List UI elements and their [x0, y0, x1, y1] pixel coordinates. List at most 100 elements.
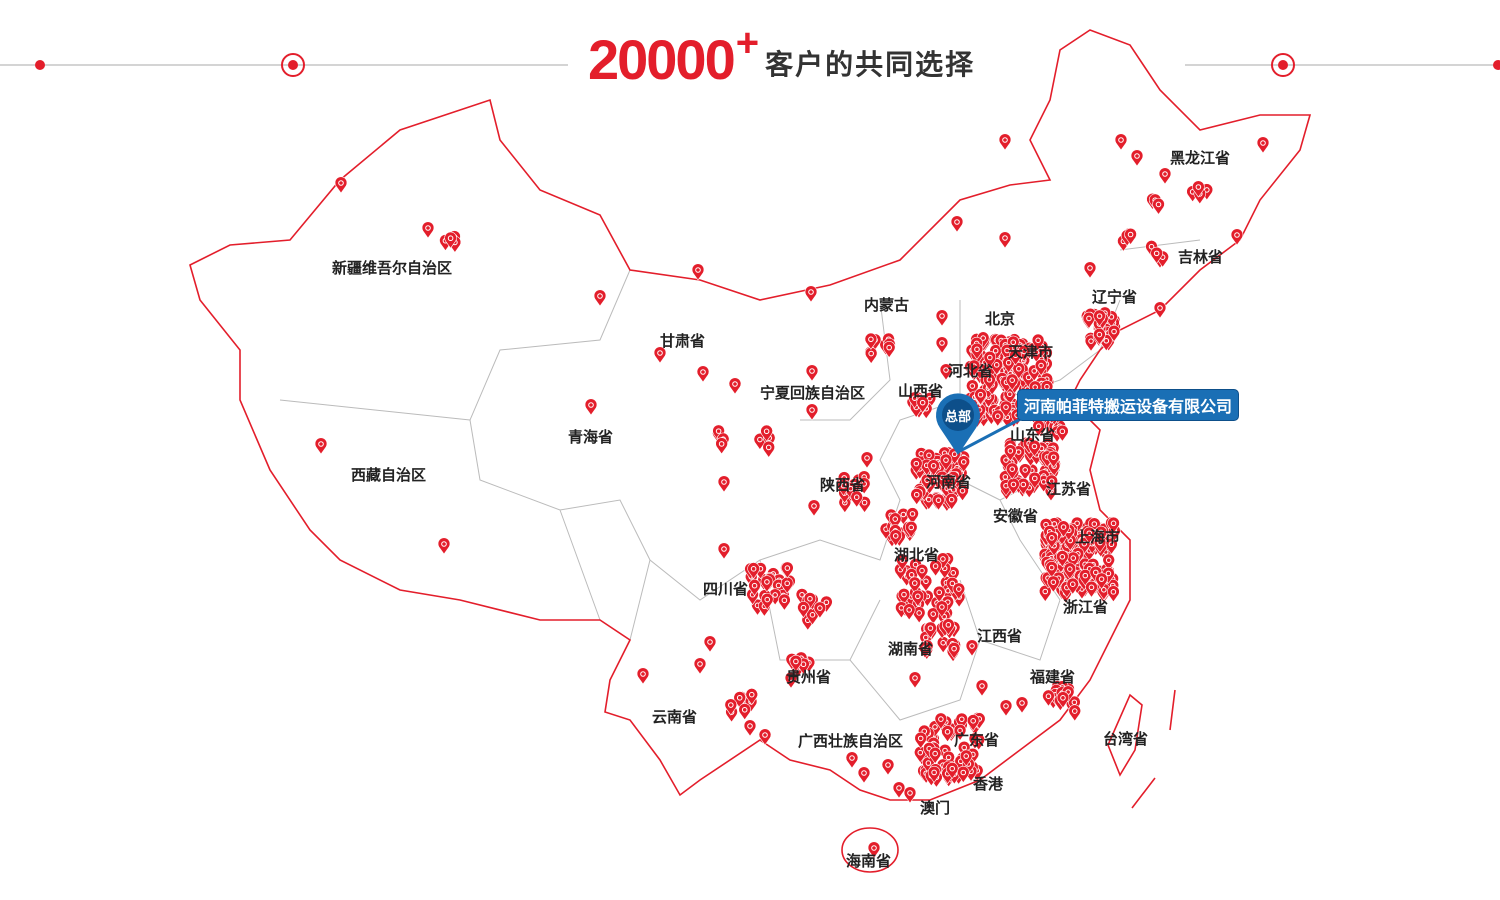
- map-pin-icon: [1082, 526, 1096, 544]
- map-pin-icon: [1068, 704, 1082, 722]
- subtitle: 客户的共同选择: [765, 48, 976, 81]
- map-pin-icon: [813, 601, 827, 619]
- map-pin-icon: [867, 841, 881, 859]
- map-pin-icon: [945, 762, 959, 780]
- map-pin-icon: [942, 618, 955, 636]
- map-pin-icon: [696, 365, 710, 383]
- map-pin-icon: [1057, 520, 1070, 538]
- map-pin-icon: [916, 396, 929, 414]
- map-pin-icon: [1082, 311, 1096, 329]
- map-pin-icon: [1088, 517, 1101, 535]
- map-pin-icon: [745, 688, 759, 706]
- map-pin-icon: [805, 403, 819, 421]
- map-pin-icon: [1045, 531, 1059, 549]
- map-pin-icon: [1230, 228, 1244, 246]
- province-label: 内蒙古: [864, 296, 910, 314]
- map-pin-icon: [947, 642, 961, 660]
- plus-sign: +: [735, 21, 760, 65]
- map-pin-icon: [1107, 516, 1120, 534]
- dot-icon: [35, 60, 45, 70]
- map-pin-icon: [908, 576, 922, 594]
- map-pin-icon: [918, 641, 932, 659]
- map-pin-icon: [728, 377, 742, 395]
- map-pin-icon: [935, 600, 949, 618]
- province-label: 四川省: [703, 580, 749, 598]
- map-pin-icon: [910, 488, 923, 506]
- map-pin-icon: [636, 667, 650, 685]
- map-pin-icon: [807, 499, 821, 517]
- map-pin-icon: [760, 593, 774, 611]
- hq-map-pin-icon[interactable]: 总部: [936, 393, 1031, 455]
- map-pin-icon: [760, 575, 774, 593]
- map-pin-icon: [748, 579, 761, 597]
- company-name-badge[interactable]: 河南帕菲特搬运设备有限公司: [1017, 389, 1240, 421]
- map-pin-icon: [965, 639, 979, 657]
- province-label: 香港: [973, 775, 1004, 793]
- province-label: 西藏自治区: [351, 466, 427, 484]
- map-pin-icon: [1068, 695, 1081, 713]
- province-label: 贵州省: [786, 668, 832, 686]
- map-pin-icon: [1045, 474, 1058, 492]
- province-label: 青海省: [568, 428, 614, 446]
- map-pin-icon: [864, 346, 878, 365]
- map-pin-icon: [1015, 696, 1029, 714]
- map-pin-icon: [1034, 359, 1048, 377]
- map-pin-icon: [717, 475, 731, 493]
- map-pin-icon: [929, 559, 942, 577]
- map-pin-icon: [927, 765, 941, 783]
- map-pin-icon: [715, 437, 728, 455]
- map-pin-icon: [1028, 439, 1041, 457]
- header-decoration: [0, 53, 1500, 77]
- target-circle-icon: [281, 53, 305, 77]
- map-pin-icon: [972, 733, 986, 751]
- map-pin-icon: [784, 671, 798, 689]
- map-pin-icon: [934, 712, 948, 730]
- map-pin-icon: [795, 588, 809, 606]
- province-label: 福建省: [1030, 668, 1076, 686]
- map-pin-icon: [334, 176, 348, 194]
- map-pin-icon: [712, 424, 725, 442]
- province-label: 宁夏回族自治区: [760, 384, 866, 402]
- map-pin-icon: [864, 332, 878, 350]
- map-pin-icon: [915, 564, 929, 582]
- map-pin-icon: [1083, 261, 1097, 279]
- map-pin-icon: [903, 786, 917, 804]
- map-pin-icon: [910, 457, 923, 475]
- map-pin-icon: [932, 493, 945, 511]
- map-pin-icon: [895, 553, 909, 571]
- map-pin-icon: [927, 459, 940, 477]
- map-pin-icon: [1150, 246, 1163, 264]
- map-pin-icon: [939, 363, 953, 381]
- province-label: 湖南省: [888, 640, 934, 658]
- map-pin-icon: [738, 703, 751, 721]
- map-pin-icon: [584, 398, 598, 416]
- page-title: 20000 + 客户的共同选择: [588, 21, 976, 90]
- map-pin-icon: [999, 400, 1013, 418]
- map-pin-icon: [1158, 167, 1172, 185]
- map-pin-icon: [1124, 227, 1137, 246]
- province-label: 江苏省: [1046, 480, 1092, 498]
- map-pin-icon: [1031, 333, 1045, 351]
- map-pin-icon: [1130, 149, 1144, 167]
- map-pin-icon: [906, 507, 919, 525]
- map-pin-icon: [1028, 471, 1042, 489]
- map-pin-icon: [1152, 197, 1165, 215]
- map-pin-icon: [911, 589, 925, 607]
- map-pin-icon: [444, 231, 457, 249]
- map-pin-icon: [945, 493, 958, 511]
- province-label: 广西壮族自治区: [798, 732, 904, 750]
- map-pin-icon: [1005, 373, 1019, 391]
- map-pin-icon: [941, 725, 954, 743]
- map-pin-icon: [1078, 569, 1092, 587]
- map-pin-icon: [1095, 572, 1108, 590]
- province-label: 新疆维吾尔自治区: [332, 259, 453, 277]
- map-pin-icon: [1018, 463, 1032, 481]
- map-pin-icon: [935, 336, 949, 354]
- province-label: 江西省: [977, 627, 1023, 645]
- map-pin-icon: [860, 451, 874, 469]
- map-pin-icon: [904, 520, 918, 539]
- map-pin-icon: [956, 484, 969, 502]
- map-pin-icon: [421, 221, 435, 239]
- map-pin-icon: [747, 562, 760, 580]
- map-pin-icon: [691, 263, 705, 281]
